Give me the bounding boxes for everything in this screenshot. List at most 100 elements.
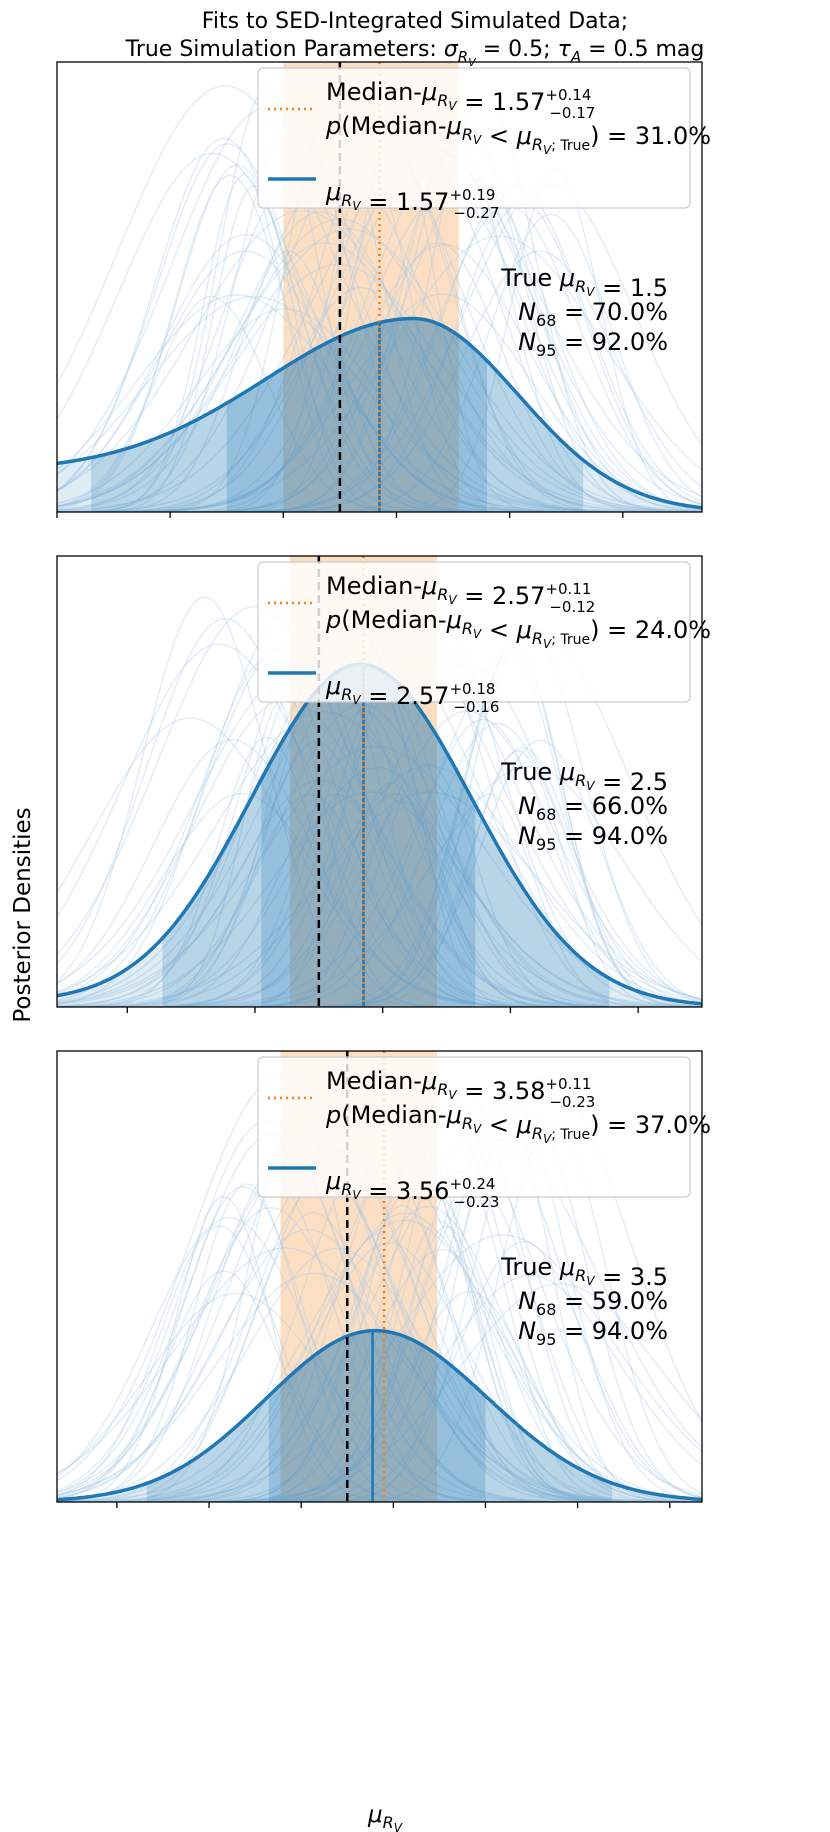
panel-middle: Median-μRV = 2.57+0.11 −0.12p(Median-μRV … — [56, 555, 711, 1013]
posterior-sample-curve — [57, 698, 702, 1007]
posterior-sample-curve — [57, 722, 702, 1007]
posterior-sample-curve — [57, 1219, 702, 1502]
posterior-area-95-bottom — [146, 1330, 613, 1502]
posterior-sample-curve — [57, 1170, 702, 1502]
posterior-sample-curve — [57, 1225, 702, 1502]
posterior-sample-curve — [57, 649, 702, 1007]
posterior-area-95-middle — [162, 664, 610, 1007]
posterior-sample-curve — [57, 1139, 702, 1502]
y-axis-label: Posterior Densities — [10, 807, 36, 1022]
posterior-area-full-middle — [57, 664, 702, 1007]
posterior-sample-curve — [57, 657, 702, 1007]
posterior-sample-curve — [57, 1270, 702, 1502]
posterior-sample-curve — [57, 1180, 702, 1502]
posterior-average-line-bottom — [57, 1328, 702, 1502]
posterior-sample-curve — [57, 645, 702, 1007]
posterior-sample-curve — [57, 793, 702, 1007]
legend-top — [257, 67, 691, 209]
posterior-sample-curve — [57, 710, 702, 1007]
panel-top: Median-μRV = 1.57+0.14 −0.17p(Median-μRV … — [56, 61, 711, 518]
annotation-n95-top: N95 = 92.0% — [518, 328, 668, 360]
posterior-sample-curve — [57, 603, 702, 1007]
posterior-sample-curve — [57, 1115, 702, 1502]
posterior-sample-curve — [57, 746, 702, 1005]
posterior-sample-curve — [57, 1128, 702, 1502]
legend-posterior-value-top: μRV = 1.57+0.19 −0.27 — [325, 178, 499, 222]
annotation-n95-middle: N95 = 94.0% — [518, 822, 668, 854]
posterior-sample-curve — [57, 107, 702, 512]
posterior-sample-curve — [57, 1232, 702, 1502]
posterior-sample-curve — [57, 1185, 702, 1502]
posterior-sample-curve — [57, 1240, 702, 1502]
posterior-sample-curve — [57, 1183, 702, 1502]
posterior-sample-curve — [57, 1076, 702, 1502]
legend-median-label-middle: Median-μRV = 2.57+0.11 −0.12 — [326, 572, 595, 616]
posterior-sample-curve — [57, 1211, 702, 1502]
posterior-sample-curve — [57, 718, 702, 1007]
figure-title-line-1: Fits to SED-Integrated Simulated Data; — [202, 9, 628, 34]
posterior-sample-curve — [57, 1272, 702, 1502]
legend-probability-bottom: p(Median-μRV < μRV; True) = 37.0% — [325, 1101, 711, 1146]
legend-posterior-value-middle: μRV = 2.57+0.18 −0.16 — [325, 672, 499, 716]
posterior-sample-curve — [57, 154, 702, 512]
posterior-sample-curve — [57, 740, 702, 1007]
annotation-n68-top: N68 = 70.0% — [518, 298, 668, 330]
posterior-sample-curve — [57, 624, 702, 1007]
panel-top-frame — [56, 61, 703, 513]
posterior-sample-curve — [57, 286, 702, 512]
posterior-sample-curve — [57, 782, 702, 1007]
posterior-sample-curve — [57, 739, 702, 1007]
posterior-sample-curve — [57, 654, 702, 1007]
legend-median-label-top: Median-μRV = 1.57+0.14 −0.17 — [326, 78, 595, 122]
x-axis-label: μRV — [367, 1802, 403, 1832]
posterior-sample-curve — [57, 228, 702, 512]
posterior-sample-curve — [57, 792, 702, 1007]
posterior-sample-curve — [57, 1124, 702, 1502]
legend-middle — [257, 561, 691, 703]
posterior-sample-curve — [57, 1219, 702, 1502]
posterior-area-68-middle — [261, 664, 476, 1007]
posterior-sample-curve — [57, 749, 702, 1007]
panel-bottom-frame — [56, 1050, 703, 1503]
posterior-sample-curve — [57, 1225, 702, 1502]
posterior-sample-curve — [57, 1247, 702, 1502]
posterior-sample-curve — [57, 1154, 702, 1502]
posterior-sample-curve — [57, 695, 702, 1007]
annotation-true-top: True μRV = 1.5 — [500, 264, 668, 302]
posterior-sample-curve — [57, 110, 702, 512]
posterior-sample-curve — [57, 746, 702, 1007]
posterior-sample-curve — [57, 1195, 702, 1502]
posterior-sample-curve — [57, 1216, 702, 1502]
legend-probability-middle: p(Median-μRV < μRV; True) = 24.0% — [325, 606, 711, 651]
posterior-sample-curve — [57, 1092, 702, 1502]
posterior-area-95-top — [90, 318, 584, 512]
posterior-sample-curve — [57, 617, 702, 1007]
posterior-sample-curve — [57, 1115, 702, 1502]
posterior-sample-curve — [57, 242, 702, 512]
posterior-sample-curve — [57, 1188, 702, 1502]
posterior-sample-curve — [57, 1241, 702, 1502]
posterior-sample-curve — [57, 791, 702, 1007]
posterior-sample-curve — [57, 647, 702, 1007]
posterior-sample-curve — [57, 1127, 702, 1502]
posterior-sample-curve — [57, 1123, 702, 1502]
annotation-true-middle: True μRV = 2.5 — [500, 758, 668, 796]
panel-middle-frame — [56, 555, 703, 1008]
posterior-sample-curve — [57, 739, 702, 1007]
annotation-n68-middle: N68 = 66.0% — [518, 792, 668, 824]
posterior-sample-curve — [57, 605, 702, 1007]
posterior-sample-curve — [57, 1234, 702, 1502]
posterior-sample-curve — [57, 596, 702, 1007]
posterior-sample-curve — [57, 791, 702, 1007]
panel-bottom: Median-μRV = 3.58+0.11 −0.23p(Median-μRV … — [56, 1050, 711, 1508]
posterior-area-68-top — [226, 318, 487, 512]
posterior-sample-curve — [57, 793, 702, 1007]
posterior-sample-curve — [57, 703, 702, 1007]
annotation-n95-bottom: N95 = 94.0% — [518, 1317, 668, 1349]
posterior-sample-curve — [57, 1212, 702, 1502]
legend-probability-top: p(Median-μRV < μRV; True) = 31.0% — [325, 112, 711, 157]
posterior-sample-curve — [57, 1228, 702, 1502]
legend-bottom — [257, 1056, 691, 1198]
posterior-sample-curve — [57, 665, 702, 1007]
